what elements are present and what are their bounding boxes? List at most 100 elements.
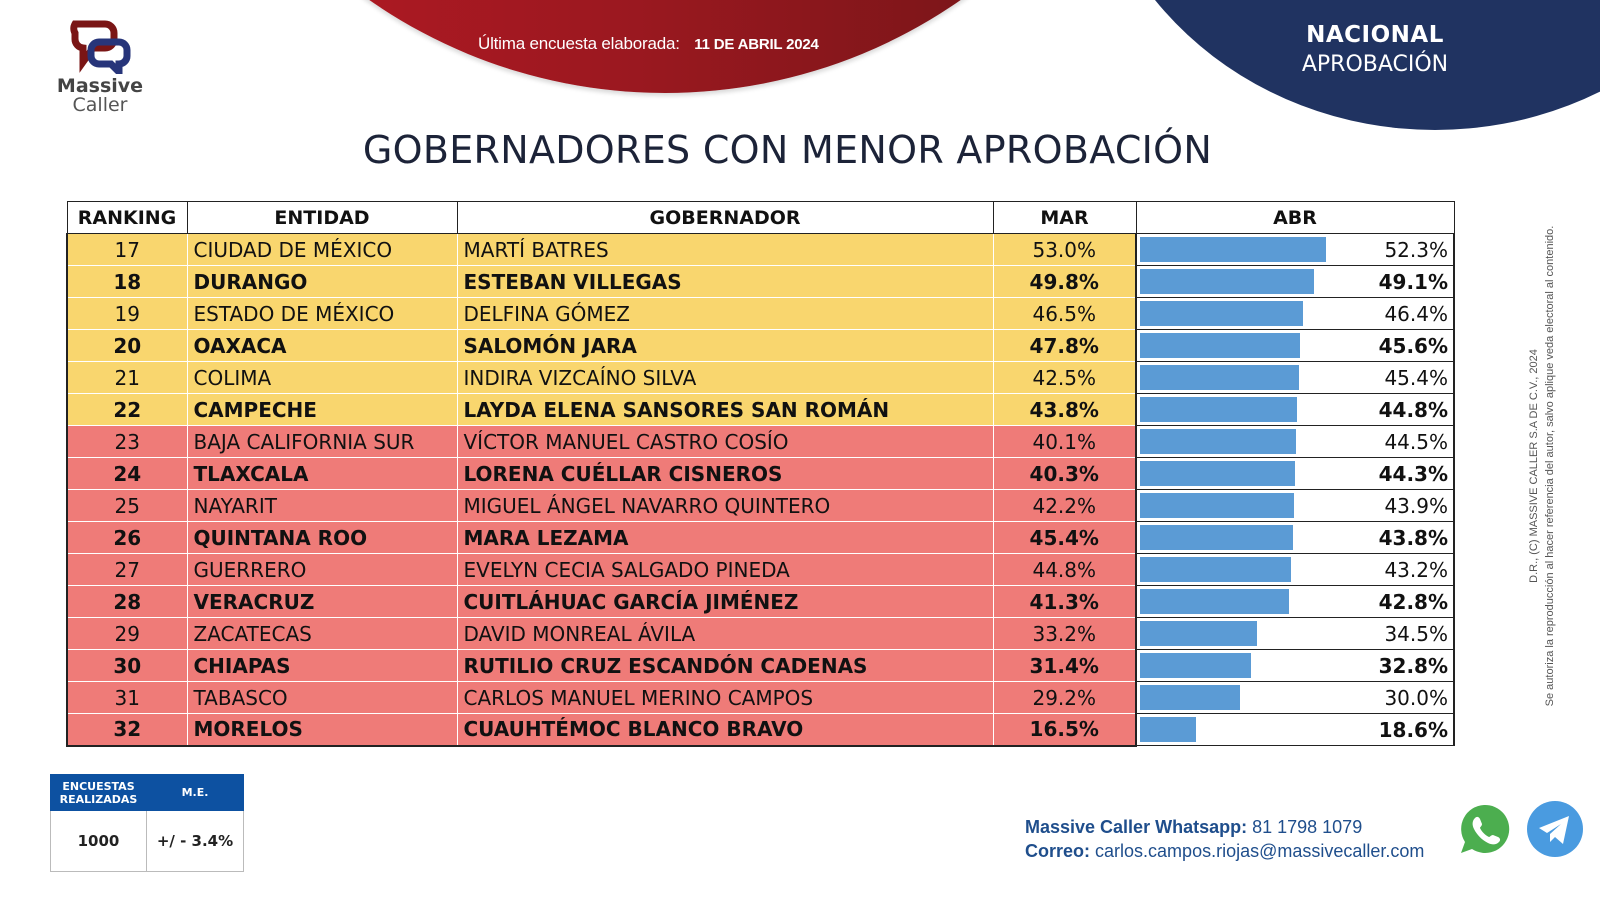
table-row: 21 COLIMA INDIRA VIZCAÍNO SILVA 42.5% 45.4% — [66, 361, 1455, 394]
cell-entidad: CHIAPAS — [187, 649, 458, 682]
cell-mar: 43.8% — [993, 393, 1137, 426]
massive-caller-logo: Massive Caller — [50, 18, 150, 123]
cell-ranking: 32 — [66, 713, 188, 747]
abr-bar — [1140, 685, 1241, 710]
abr-bar — [1140, 461, 1296, 486]
cell-ranking: 18 — [66, 265, 188, 298]
abr-bar — [1140, 365, 1300, 390]
cell-gobernador: MARA LEZAMA — [457, 521, 994, 554]
cell-mar: 47.8% — [993, 329, 1137, 362]
table-row: 29 ZACATECAS DAVID MONREAL ÁVILA 33.2% 34.5% — [66, 617, 1455, 650]
cell-entidad: GUERRERO — [187, 553, 458, 586]
abr-bar — [1140, 525, 1294, 550]
copyright-line2: Se autoriza la reproducción al hacer ref… — [1544, 225, 1556, 707]
cell-ranking: 23 — [66, 425, 188, 458]
abr-value-label: 43.8% — [1378, 526, 1448, 550]
email-address[interactable]: carlos.campos.riojas@massivecaller.com — [1095, 841, 1425, 861]
ranking-table: RANKING ENTIDAD GOBERNADOR MAR ABR 17 CIU… — [66, 201, 1455, 747]
cell-gobernador: MARTÍ BATRES — [457, 233, 994, 266]
cell-entidad: MORELOS — [187, 713, 458, 747]
cell-ranking: 31 — [66, 681, 188, 714]
abr-value-label: 32.8% — [1378, 654, 1448, 678]
table-row: 26 QUINTANA ROO MARA LEZAMA 45.4% 43.8% — [66, 521, 1455, 554]
section-nacional: NACIONAL — [1306, 22, 1444, 48]
cell-mar: 40.3% — [993, 457, 1137, 490]
abr-value-label: 44.3% — [1378, 462, 1448, 486]
cell-entidad: CIUDAD DE MÉXICO — [187, 233, 458, 266]
abr-value-label: 45.6% — [1378, 334, 1448, 358]
cell-gobernador: MIGUEL ÁNGEL NAVARRO QUINTERO — [457, 489, 994, 522]
contact-info: Massive Caller Whatsapp: 81 1798 1079 Co… — [1025, 815, 1424, 863]
abr-bar — [1140, 493, 1294, 518]
abr-value-label: 30.0% — [1384, 686, 1448, 710]
table-row: 31 TABASCO CARLOS MANUEL MERINO CAMPOS 29.2… — [66, 681, 1455, 714]
stats-me-value: +/ - 3.4% — [146, 810, 244, 872]
cell-entidad: ZACATECAS — [187, 617, 458, 650]
table-row: 24 TLAXCALA LORENA CUÉLLAR CISNEROS 40.3% 44… — [66, 457, 1455, 490]
stats-header-surveys-line1: ENCUESTAS — [62, 779, 135, 793]
survey-date-value: 11 DE ABRIL 2024 — [694, 36, 819, 53]
cell-entidad: VERACRUZ — [187, 585, 458, 618]
abr-value-label: 49.1% — [1378, 270, 1448, 294]
cell-abr: 52.3% — [1136, 233, 1455, 266]
cell-gobernador: ESTEBAN VILLEGAS — [457, 265, 994, 298]
chat-bubbles-logo-icon — [70, 20, 131, 74]
cell-entidad: COLIMA — [187, 361, 458, 394]
cell-gobernador: RUTILIO CRUZ ESCANDÓN CADENAS — [457, 649, 994, 682]
abr-bar — [1140, 717, 1197, 742]
table-header-row: RANKING ENTIDAD GOBERNADOR MAR ABR — [66, 201, 1455, 234]
cell-gobernador: INDIRA VIZCAÍNO SILVA — [457, 361, 994, 394]
abr-bar — [1140, 301, 1304, 326]
whatsapp-icon[interactable] — [1454, 800, 1514, 860]
cell-entidad: BAJA CALIFORNIA SUR — [187, 425, 458, 458]
whatsapp-number[interactable]: 81 1798 1079 — [1252, 817, 1363, 837]
contact-email: Correo: carlos.campos.riojas@massivecall… — [1025, 839, 1424, 863]
survey-date: Última encuesta elaborada: 11 DE ABRIL 2… — [478, 34, 819, 54]
abr-value-label: 44.5% — [1384, 430, 1448, 454]
telegram-icon[interactable] — [1526, 800, 1584, 858]
table-row: 27 GUERRERO EVELYN CECIA SALGADO PINEDA 44.… — [66, 553, 1455, 586]
cell-mar: 33.2% — [993, 617, 1137, 650]
cell-ranking: 24 — [66, 457, 188, 490]
table-row: 32 MORELOS CUAUHTÉMOC BLANCO BRAVO 16.5% 18.… — [66, 713, 1455, 747]
cell-mar: 42.2% — [993, 489, 1137, 522]
cell-abr: 46.4% — [1136, 297, 1455, 330]
page-title: GOBERNADORES CON MENOR APROBACIÓN — [0, 128, 1600, 172]
survey-stats-table: ENCUESTAS REALIZADAS M.E. 1000 +/ - 3.4% — [50, 774, 244, 872]
cell-mar: 16.5% — [993, 713, 1137, 747]
cell-ranking: 19 — [66, 297, 188, 330]
copyright-line1: D.R., (C) MASSIVE CALLER S.A DE C.V., 20… — [1528, 349, 1540, 583]
cell-abr: 45.4% — [1136, 361, 1455, 394]
email-label: Correo: — [1025, 841, 1091, 861]
cell-gobernador: LAYDA ELENA SANSORES SAN ROMÁN — [457, 393, 994, 426]
cell-entidad: NAYARIT — [187, 489, 458, 522]
cell-mar: 49.8% — [993, 265, 1137, 298]
cell-ranking: 17 — [66, 233, 188, 266]
cell-mar: 46.5% — [993, 297, 1137, 330]
section-aprobacion: APROBACIÓN — [1301, 52, 1449, 77]
cell-mar: 29.2% — [993, 681, 1137, 714]
copyright-notice: D.R., (C) MASSIVE CALLER S.A DE C.V., 20… — [1526, 186, 1558, 746]
abr-bar — [1140, 589, 1290, 614]
cell-gobernador: SALOMÓN JARA — [457, 329, 994, 362]
cell-entidad: OAXACA — [187, 329, 458, 362]
page-title-text: GOBERNADORES CON MENOR APROBACIÓN — [362, 128, 1213, 172]
abr-value-label: 45.4% — [1384, 366, 1448, 390]
abr-value-label: 52.3% — [1384, 238, 1448, 262]
cell-abr: 43.2% — [1136, 553, 1455, 586]
cell-abr: 42.8% — [1136, 585, 1455, 618]
abr-bar — [1140, 429, 1296, 454]
cell-abr: 30.0% — [1136, 681, 1455, 714]
header-gobernador: GOBERNADOR — [456, 201, 994, 234]
header-entidad: ENTIDAD — [186, 201, 458, 234]
cell-abr: 49.1% — [1136, 265, 1455, 298]
header-abr: ABR — [1135, 201, 1455, 234]
abr-bar — [1140, 653, 1251, 678]
cell-mar: 31.4% — [993, 649, 1137, 682]
abr-bar — [1140, 269, 1314, 294]
table-row: 25 NAYARIT MIGUEL ÁNGEL NAVARRO QUINTERO 42… — [66, 489, 1455, 522]
cell-abr: 45.6% — [1136, 329, 1455, 362]
cell-mar: 45.4% — [993, 521, 1137, 554]
abr-bar — [1140, 397, 1298, 422]
table-row: 19 ESTADO DE MÉXICO DELFINA GÓMEZ 46.5% 46.4… — [66, 297, 1455, 330]
